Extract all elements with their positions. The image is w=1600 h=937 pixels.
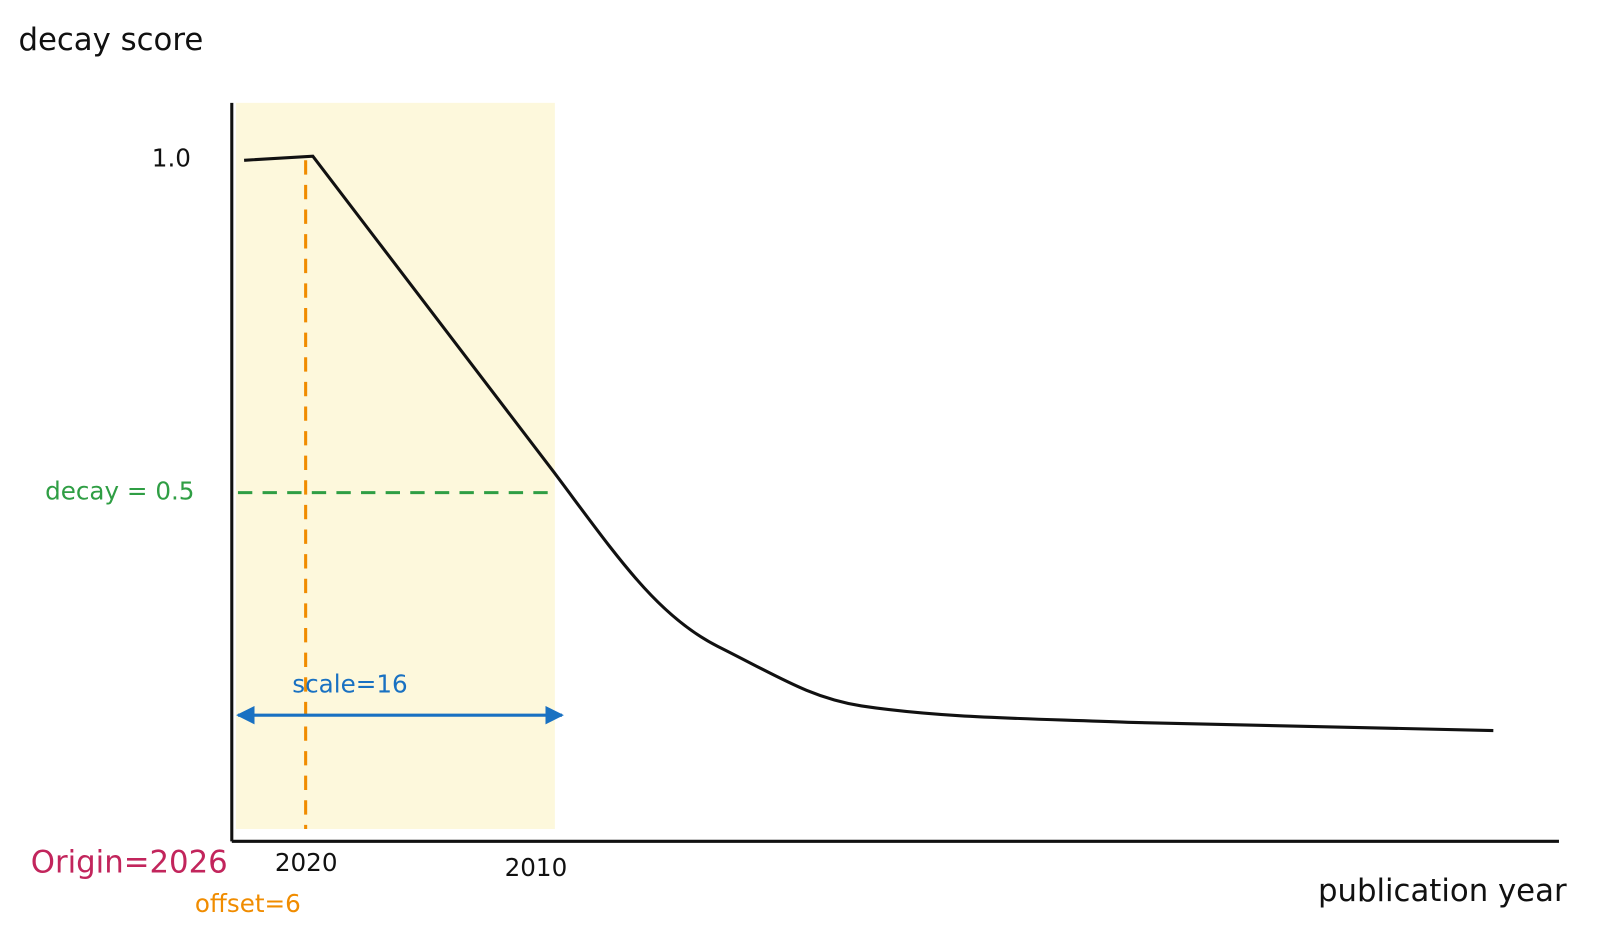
- x-tick-label: 2020: [275, 848, 338, 877]
- decay-annotation: decay = 0.5: [45, 477, 194, 506]
- offset-annotation: offset=6: [195, 889, 301, 918]
- x-tick-label: 2010: [505, 853, 568, 882]
- x-axis-label: publication year: [1318, 873, 1567, 909]
- scale-annotation: scale=16: [292, 669, 407, 698]
- origin-annotation: Origin=2026: [31, 844, 228, 880]
- decay-curve: [244, 154, 1494, 733]
- y-tick-label: 1.0: [152, 143, 191, 172]
- highlight-region: [235, 102, 555, 830]
- y-axis-label: decay score: [18, 22, 203, 58]
